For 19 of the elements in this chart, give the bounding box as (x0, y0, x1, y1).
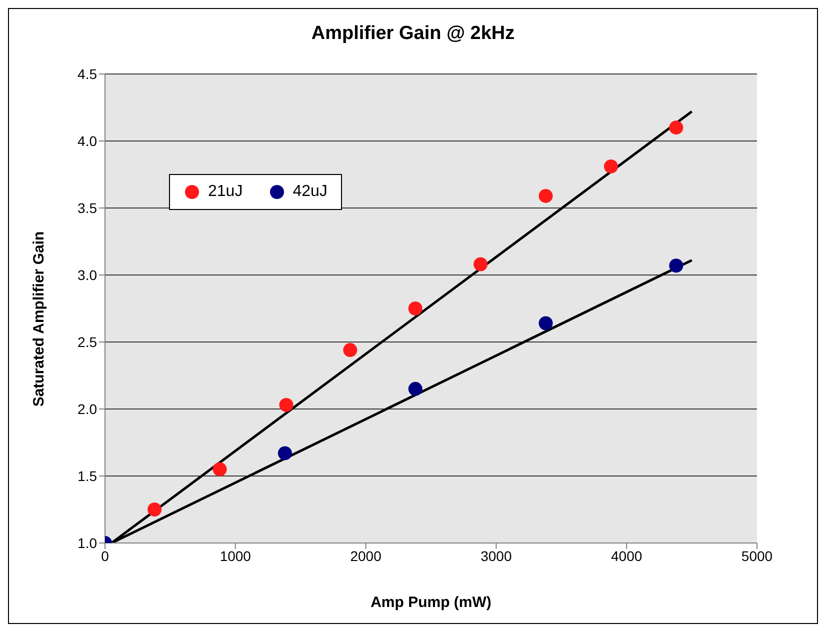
y-tick-label: 3.0 (78, 266, 98, 283)
x-tick-label: 5000 (741, 548, 773, 564)
x-tick-label: 1000 (220, 548, 252, 564)
y-tick-label: 1.5 (78, 468, 98, 484)
x-tick-label: 4000 (611, 548, 642, 564)
legend-label: 42uJ (292, 183, 328, 201)
legend-label: 21uJ (208, 183, 243, 201)
x-tick-label: 2000 (350, 548, 382, 564)
x-tick-label: 3000 (480, 548, 512, 564)
y-tick-label: 2.5 (78, 334, 98, 350)
y-tick-label: 3.5 (78, 200, 98, 216)
chart-title: Amplifier Gain @ 2kHz (310, 23, 516, 45)
y-tick-label: 2.0 (78, 400, 98, 417)
x-tick-label: 0 (101, 548, 110, 564)
x-axis-title: Amp Pump (mW) (370, 594, 492, 611)
y-tick-label: 4.0 (78, 132, 98, 149)
y-tick-label: 4.5 (78, 66, 98, 82)
y-axis-title: Saturated Amplifier Gain (30, 231, 48, 407)
y-tick-label: 1.0 (78, 534, 98, 551)
